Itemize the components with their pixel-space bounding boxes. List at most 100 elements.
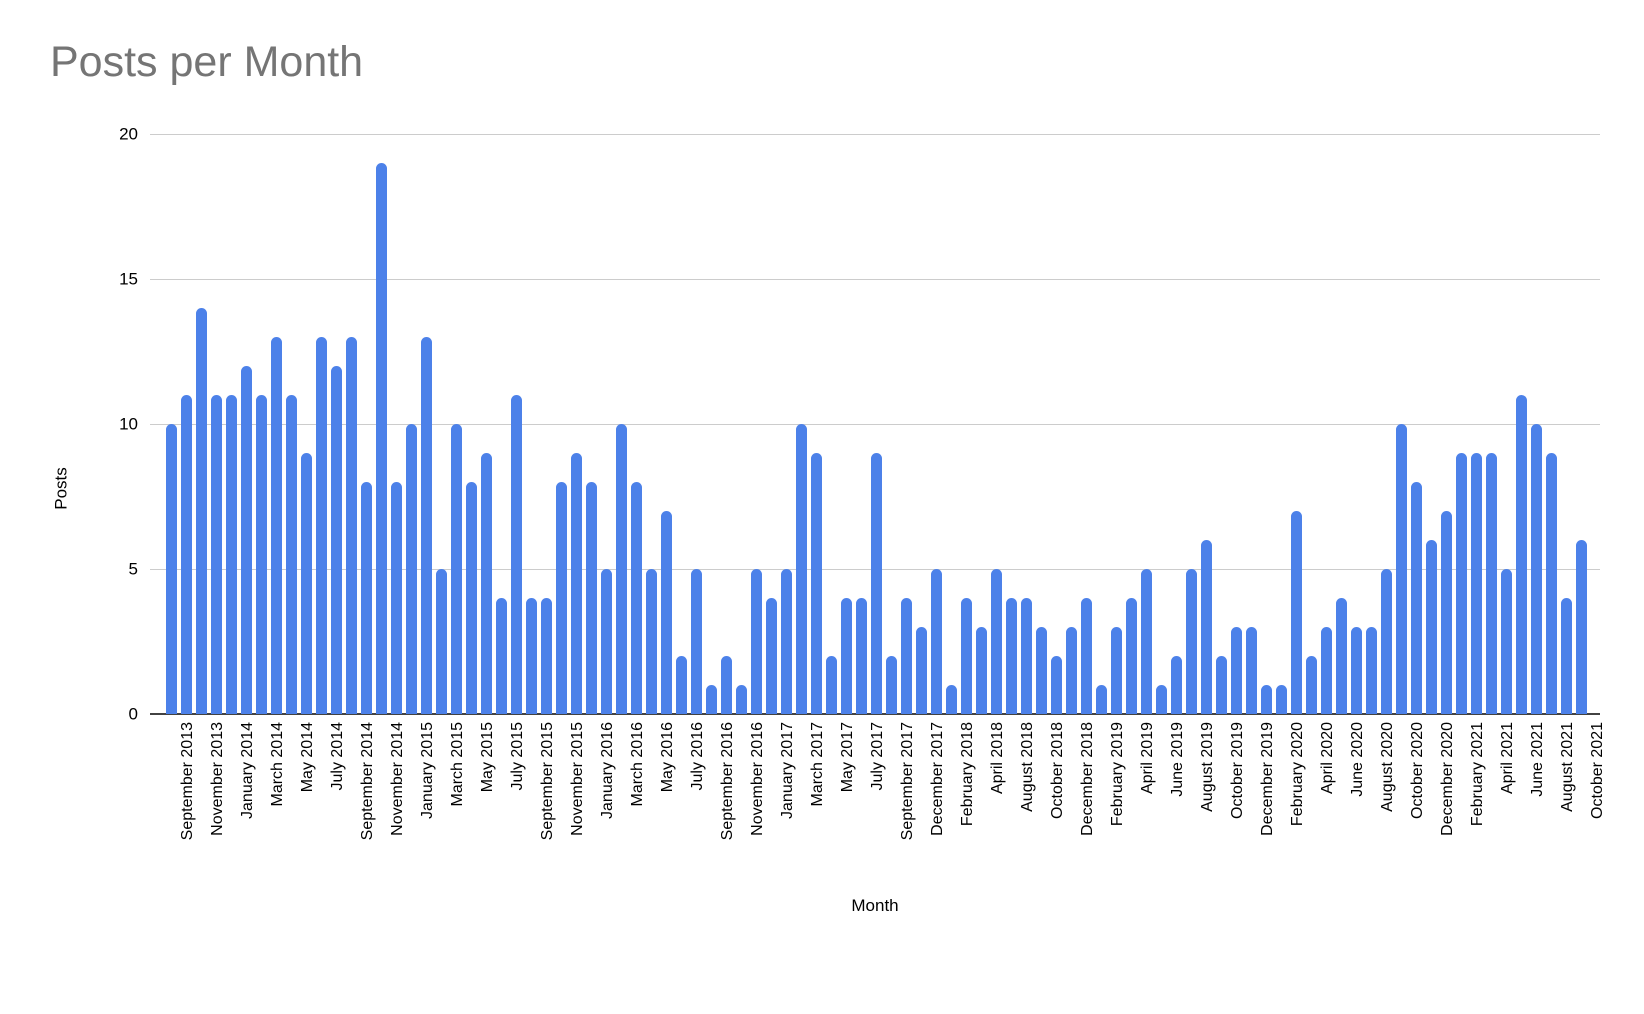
bar[interactable] (526, 597, 538, 714)
bar[interactable] (1531, 423, 1543, 714)
bar[interactable] (1561, 597, 1573, 714)
bar[interactable] (196, 307, 208, 714)
bar[interactable] (1471, 452, 1483, 714)
bar[interactable] (1546, 452, 1558, 714)
bar[interactable] (376, 162, 388, 714)
bar[interactable] (271, 336, 283, 714)
bar[interactable] (1231, 626, 1243, 714)
bar[interactable] (886, 655, 898, 714)
bar[interactable] (1396, 423, 1408, 714)
bar[interactable] (1156, 684, 1168, 714)
bar[interactable] (391, 481, 403, 714)
bar[interactable] (316, 336, 328, 714)
bar[interactable] (166, 423, 178, 714)
bar[interactable] (1576, 539, 1588, 714)
bar[interactable] (301, 452, 313, 714)
bar[interactable] (736, 684, 748, 714)
bar[interactable] (766, 597, 778, 714)
bar[interactable] (556, 481, 568, 714)
bar[interactable] (976, 626, 988, 714)
bar[interactable] (751, 568, 763, 714)
x-tick-label: March 2017 (808, 722, 826, 807)
bar[interactable] (436, 568, 448, 714)
bar[interactable] (1081, 597, 1093, 714)
bar[interactable] (1261, 684, 1273, 714)
bar[interactable] (466, 481, 478, 714)
bar[interactable] (1066, 626, 1078, 714)
bar[interactable] (1321, 626, 1333, 714)
bar[interactable] (1486, 452, 1498, 714)
bar[interactable] (1306, 655, 1318, 714)
bar[interactable] (931, 568, 943, 714)
bar[interactable] (361, 481, 373, 714)
bar[interactable] (541, 597, 553, 714)
bar[interactable] (1336, 597, 1348, 714)
x-tick-label: January 2014 (238, 722, 256, 819)
bar[interactable] (901, 597, 913, 714)
bar[interactable] (601, 568, 613, 714)
bar[interactable] (796, 423, 808, 714)
bar[interactable] (1501, 568, 1513, 714)
bar[interactable] (1111, 626, 1123, 714)
bar[interactable] (1171, 655, 1183, 714)
bar[interactable] (661, 510, 673, 714)
bar[interactable] (946, 684, 958, 714)
bar[interactable] (1516, 394, 1528, 714)
bar[interactable] (871, 452, 883, 714)
bar[interactable] (211, 394, 223, 714)
bar[interactable] (646, 568, 658, 714)
bar[interactable] (1096, 684, 1108, 714)
bar[interactable] (1006, 597, 1018, 714)
bar[interactable] (856, 597, 868, 714)
bar[interactable] (496, 597, 508, 714)
bar[interactable] (1291, 510, 1303, 714)
bar[interactable] (1441, 510, 1453, 714)
bar[interactable] (511, 394, 523, 714)
bar[interactable] (1141, 568, 1153, 714)
bar[interactable] (406, 423, 418, 714)
bar[interactable] (961, 597, 973, 714)
bar[interactable] (256, 394, 268, 714)
bar[interactable] (1036, 626, 1048, 714)
bar[interactable] (331, 365, 343, 714)
bar[interactable] (781, 568, 793, 714)
bar[interactable] (676, 655, 688, 714)
x-tick-label: December 2020 (1438, 722, 1456, 836)
bar[interactable] (181, 394, 193, 714)
x-tick-label: March 2016 (628, 722, 646, 807)
bar[interactable] (1246, 626, 1258, 714)
bar[interactable] (1381, 568, 1393, 714)
bar[interactable] (826, 655, 838, 714)
bar[interactable] (691, 568, 703, 714)
bar[interactable] (1051, 655, 1063, 714)
bar[interactable] (916, 626, 928, 714)
x-tick-label: February 2020 (1288, 722, 1306, 827)
bar[interactable] (241, 365, 253, 714)
bar[interactable] (991, 568, 1003, 714)
bar[interactable] (226, 394, 238, 714)
bar[interactable] (1456, 452, 1468, 714)
bar[interactable] (286, 394, 298, 714)
bar[interactable] (421, 336, 433, 714)
bar[interactable] (451, 423, 463, 714)
bar[interactable] (481, 452, 493, 714)
bar[interactable] (811, 452, 823, 714)
bar[interactable] (1186, 568, 1198, 714)
bar[interactable] (1126, 597, 1138, 714)
bar[interactable] (1021, 597, 1033, 714)
bar[interactable] (1276, 684, 1288, 714)
bar[interactable] (616, 423, 628, 714)
bar[interactable] (1201, 539, 1213, 714)
bar[interactable] (1426, 539, 1438, 714)
bar[interactable] (706, 684, 718, 714)
bar[interactable] (586, 481, 598, 714)
bar[interactable] (841, 597, 853, 714)
bar[interactable] (1351, 626, 1363, 714)
bar[interactable] (631, 481, 643, 714)
bar[interactable] (346, 336, 358, 714)
bar[interactable] (571, 452, 583, 714)
bar[interactable] (1216, 655, 1228, 714)
bar[interactable] (721, 655, 733, 714)
bar[interactable] (1411, 481, 1423, 714)
bar[interactable] (1366, 626, 1378, 714)
